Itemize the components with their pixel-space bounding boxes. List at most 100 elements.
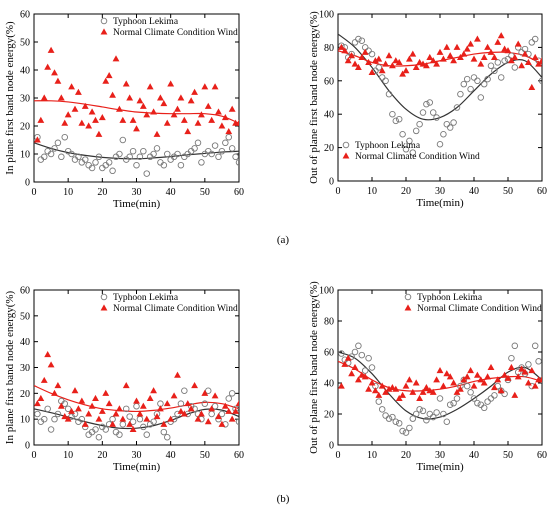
point-circle-series-1 — [416, 120, 423, 128]
point-triangle-series-2 — [109, 420, 117, 427]
point-triangle-series-2 — [57, 94, 65, 101]
point-circle-series-1 — [423, 100, 430, 108]
y-tick-label: 40 — [20, 337, 30, 348]
legend-swatch-triangle — [100, 304, 108, 311]
point-circle-series-1 — [365, 354, 372, 362]
point-triangle-series-2 — [167, 415, 175, 422]
point-circle-series-1 — [375, 64, 383, 71]
point-triangle-series-2 — [450, 379, 458, 386]
y-tick-label: 0 — [25, 441, 30, 452]
point-triangle-series-2 — [215, 108, 222, 115]
point-circle-series-1 — [470, 74, 478, 81]
point-triangle-series-2 — [150, 108, 158, 115]
x-tick-label: 40 — [166, 187, 176, 198]
point-circle-series-1 — [382, 77, 389, 85]
point-triangle-series-2 — [163, 119, 171, 126]
point-circle-series-1 — [338, 350, 345, 357]
point-circle-series-1 — [446, 124, 454, 131]
point-triangle-series-2 — [507, 363, 515, 371]
point-triangle-series-2 — [98, 407, 106, 414]
point-circle-series-1 — [433, 114, 440, 121]
x-tick-label: 30 — [435, 450, 445, 461]
point-circle-series-1 — [358, 351, 366, 359]
point-triangle-series-2 — [78, 119, 86, 126]
chart-panel-1: 0 10 20 30 40 50 60 0 10 20 30 40 50 60 Time(min) In pl… — [4, 10, 244, 211]
point-circle-series-1 — [378, 406, 386, 413]
point-triangle-series-2 — [507, 57, 515, 64]
point-triangle-series-2 — [228, 105, 236, 112]
point-triangle-series-2 — [402, 67, 410, 74]
point-triangle-series-2 — [535, 60, 542, 67]
point-triangle-series-2 — [211, 83, 219, 90]
point-circle-series-1 — [92, 426, 99, 433]
point-triangle-series-2 — [365, 385, 373, 392]
chart-panel-2: 0 10 20 30 40 50 60 0 20 40 60 80 100 Time(min) Out of… — [308, 10, 547, 210]
point-triangle-series-2 — [504, 47, 512, 54]
point-triangle-series-2 — [44, 63, 52, 70]
point-triangle-series-2 — [514, 373, 522, 380]
point-triangle-series-2 — [61, 412, 69, 420]
point-circle-series-1 — [41, 415, 48, 423]
x-tick-label: 20 — [97, 187, 107, 198]
point-triangle-series-2 — [34, 400, 41, 407]
x-tick-label: 20 — [401, 450, 411, 461]
legend-swatch-triangle — [342, 152, 350, 159]
y-tick-label: 0 — [329, 441, 334, 452]
point-circle-series-1 — [531, 35, 539, 43]
point-circle-series-1 — [378, 74, 386, 81]
x-tick-label: 50 — [200, 187, 210, 198]
point-triangle-series-2 — [494, 376, 502, 383]
y-tick-label: 80 — [324, 317, 334, 328]
y-tick-label: 60 — [324, 348, 334, 359]
y-tick-label: 20 — [20, 389, 30, 400]
point-circle-series-1 — [160, 428, 168, 436]
point-circle-series-1 — [450, 399, 457, 407]
point-circle-series-1 — [163, 150, 171, 158]
point-circle-series-1 — [474, 399, 481, 407]
point-circle-series-1 — [133, 161, 140, 169]
point-triangle-series-2 — [439, 55, 447, 62]
point-triangle-series-2 — [208, 116, 216, 123]
point-circle-series-1 — [88, 164, 96, 172]
point-triangle-series-2 — [524, 379, 532, 386]
point-circle-series-1 — [78, 415, 86, 423]
point-triangle-series-2 — [218, 122, 226, 129]
x-tick-label: 60 — [537, 450, 547, 461]
point-triangle-series-2 — [399, 391, 407, 398]
point-triangle-series-2 — [361, 48, 369, 55]
point-triangle-series-2 — [180, 410, 188, 417]
point-triangle-series-2 — [371, 57, 379, 64]
point-triangle-series-2 — [402, 382, 410, 389]
x-tick-label: 0 — [32, 187, 37, 198]
point-triangle-series-2 — [191, 88, 199, 95]
point-circle-series-1 — [235, 159, 239, 166]
point-triangle-series-2 — [115, 405, 123, 412]
point-triangle-series-2 — [40, 94, 48, 101]
point-circle-series-1 — [163, 434, 171, 441]
point-triangle-series-2 — [129, 116, 137, 123]
point-triangle-series-2 — [160, 100, 168, 107]
point-circle-series-1 — [443, 418, 451, 426]
point-circle-series-1 — [211, 403, 219, 410]
point-triangle-series-2 — [136, 97, 144, 104]
point-triangle-series-2 — [170, 392, 178, 399]
point-triangle-series-2 — [74, 88, 82, 95]
point-triangle-series-2 — [85, 122, 93, 129]
point-triangle-series-2 — [88, 108, 96, 115]
point-triangle-series-2 — [61, 119, 69, 126]
point-circle-series-1 — [501, 57, 508, 65]
point-triangle-series-2 — [81, 102, 89, 109]
point-triangle-series-2 — [368, 68, 376, 75]
point-triangle-series-2 — [102, 389, 110, 396]
point-triangle-series-2 — [153, 130, 161, 137]
point-triangle-series-2 — [34, 136, 41, 143]
point-circle-series-1 — [480, 80, 488, 88]
x-tick-label: 60 — [234, 450, 244, 461]
fit-curve-series-3 — [34, 142, 239, 160]
point-triangle-series-2 — [174, 105, 181, 112]
point-triangle-series-2 — [68, 407, 76, 414]
point-triangle-series-2 — [126, 94, 134, 101]
point-circle-series-1 — [484, 75, 491, 83]
